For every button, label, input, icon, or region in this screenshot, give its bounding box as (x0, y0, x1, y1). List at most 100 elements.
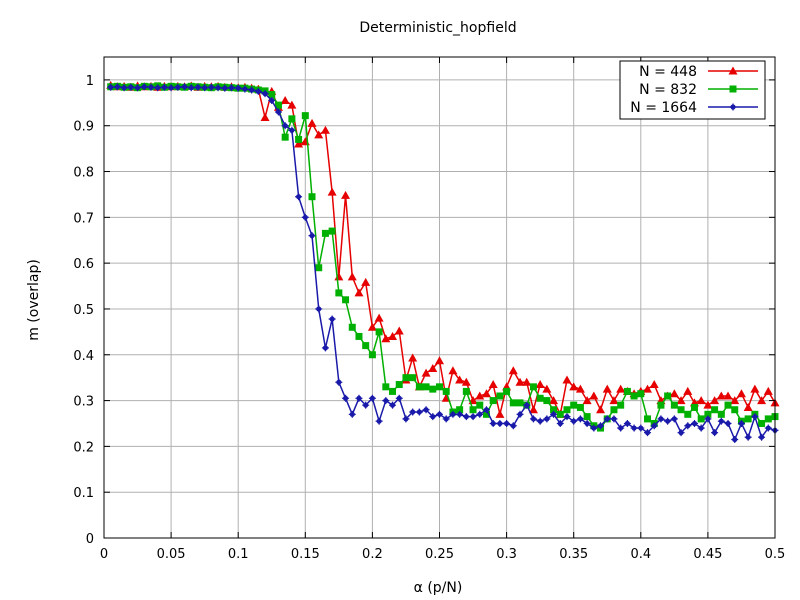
x-tick-label: 0 (100, 547, 108, 562)
data-point (355, 394, 363, 402)
y-tick-label: 0 (86, 532, 94, 547)
data-point (616, 384, 626, 393)
data-point (743, 402, 753, 411)
data-point (496, 419, 504, 427)
data-point (402, 415, 410, 423)
data-point (763, 386, 773, 395)
data-point (174, 83, 182, 91)
data-point (442, 387, 450, 395)
data-point (550, 410, 558, 418)
data-point (315, 264, 323, 272)
data-point (717, 410, 725, 418)
data-point (717, 417, 725, 425)
data-point (389, 387, 397, 395)
data-point (429, 413, 437, 421)
data-point (664, 392, 672, 400)
data-point (481, 389, 491, 398)
data-point (475, 391, 485, 400)
data-point (758, 433, 766, 441)
data-point (684, 422, 692, 430)
data-point (389, 401, 397, 409)
data-point (415, 383, 423, 391)
data-point (750, 384, 760, 393)
data-point (375, 328, 383, 336)
data-point (536, 417, 544, 425)
data-point (381, 334, 391, 343)
data-point (489, 419, 497, 427)
data-point (609, 396, 619, 405)
data-point (683, 386, 693, 395)
data-point (503, 419, 511, 427)
data-point (630, 424, 638, 432)
data-point (602, 384, 612, 393)
data-point (657, 415, 665, 423)
data-point (368, 394, 376, 402)
data-point (348, 410, 356, 418)
legend-label: N = 832 (639, 82, 697, 98)
data-point (295, 193, 303, 201)
data-point (335, 378, 343, 386)
data-point (408, 353, 418, 362)
data-point (670, 401, 678, 409)
legend: N = 448 N = 832 N = 1664 (619, 60, 766, 120)
data-point (650, 422, 658, 430)
data-point (528, 405, 538, 414)
data-point (536, 394, 544, 402)
data-point (543, 397, 551, 405)
data-point (697, 415, 705, 423)
data-point (342, 394, 350, 402)
data-point (690, 403, 698, 411)
data-point (409, 408, 417, 416)
data-point (731, 406, 739, 414)
data-point (764, 424, 772, 432)
data-point (140, 83, 148, 91)
data-point (301, 112, 309, 120)
data-point (515, 377, 525, 386)
data-point (281, 133, 289, 141)
data-point (280, 96, 290, 105)
data-point (696, 396, 706, 405)
data-point (716, 391, 726, 400)
chart-title: Deterministic_hopfield (359, 20, 516, 36)
data-point (657, 401, 665, 409)
data-point (113, 83, 121, 91)
data-point (388, 331, 398, 340)
data-point (294, 139, 304, 148)
data-point (677, 406, 685, 414)
data-point (455, 375, 465, 384)
data-point (542, 384, 552, 393)
data-point (590, 424, 598, 432)
data-point (575, 384, 585, 393)
legend-marker (729, 85, 737, 93)
data-point (462, 413, 470, 421)
data-point (730, 396, 740, 405)
data-point (314, 130, 324, 139)
data-point (154, 84, 162, 92)
legend-label: N = 1664 (630, 100, 697, 116)
data-point (382, 397, 390, 405)
data-point (543, 415, 551, 423)
data-point (509, 399, 517, 407)
y-tick-label: 0.5 (73, 303, 94, 318)
data-point (456, 410, 464, 418)
data-point (308, 232, 316, 240)
data-point (764, 415, 772, 423)
data-point (623, 387, 631, 395)
data-point (757, 396, 767, 405)
data-point (307, 118, 317, 127)
data-point (382, 383, 390, 391)
data-point (375, 417, 383, 425)
data-point (361, 277, 371, 286)
series-3 (107, 83, 779, 444)
data-point (221, 84, 229, 92)
data-point (367, 322, 377, 331)
data-point (744, 415, 752, 423)
data-point (374, 313, 384, 322)
data-point (623, 419, 631, 427)
x-tick-label: 0.4 (630, 547, 651, 562)
data-point (321, 229, 329, 237)
data-point (268, 91, 276, 99)
data-point (723, 391, 733, 400)
y-tick-label: 0.1 (73, 486, 94, 501)
legend-label: N = 448 (639, 64, 697, 80)
